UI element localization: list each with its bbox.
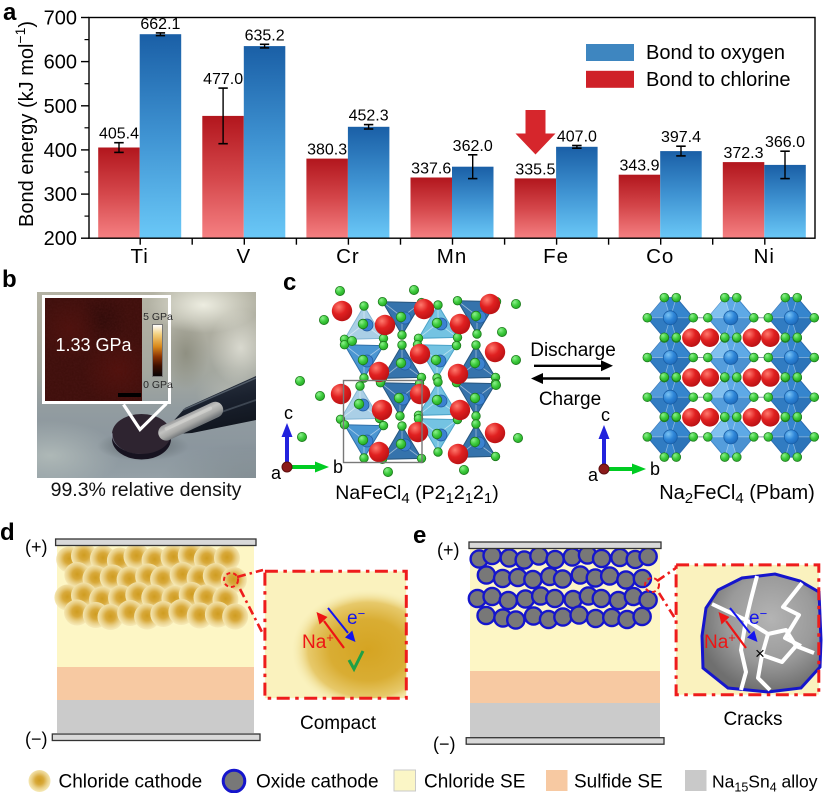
svg-text:477.0: 477.0 bbox=[203, 71, 243, 88]
svg-text:Cr: Cr bbox=[336, 245, 360, 268]
svg-text:Na2FeCl4 (Pbam): Na2FeCl4 (Pbam) bbox=[659, 482, 815, 507]
svg-text:600: 600 bbox=[44, 52, 77, 74]
svg-text:Cracks: Cracks bbox=[723, 709, 782, 730]
svg-text:a: a bbox=[271, 463, 282, 483]
svg-text:Ni: Ni bbox=[754, 245, 775, 268]
svg-text:NaFeCl4 (P212121): NaFeCl4 (P212121) bbox=[335, 482, 498, 507]
svg-text:Mn: Mn bbox=[437, 245, 467, 268]
svg-text:366.0: 366.0 bbox=[765, 134, 805, 151]
svg-text:500: 500 bbox=[44, 96, 77, 118]
svg-text:Sulfide SE: Sulfide SE bbox=[574, 772, 663, 793]
svg-text:d: d bbox=[0, 520, 15, 546]
svg-text:Chloride cathode: Chloride cathode bbox=[59, 772, 203, 793]
svg-text:300: 300 bbox=[44, 184, 77, 206]
svg-text:200: 200 bbox=[44, 228, 77, 250]
svg-text:380.3: 380.3 bbox=[307, 142, 347, 159]
svg-text:362.0: 362.0 bbox=[453, 138, 493, 155]
svg-text:335.5: 335.5 bbox=[515, 161, 555, 178]
svg-text:Discharge: Discharge bbox=[530, 340, 616, 361]
svg-text:(+): (+) bbox=[25, 537, 48, 557]
svg-text:372.3: 372.3 bbox=[723, 145, 763, 162]
svg-text:Bond energy (kJ mol−1): Bond energy (kJ mol−1) bbox=[12, 21, 38, 227]
svg-text:(−): (−) bbox=[25, 729, 48, 749]
svg-text:Charge: Charge bbox=[539, 389, 601, 410]
svg-text:e: e bbox=[413, 522, 426, 549]
svg-text:662.1: 662.1 bbox=[140, 16, 180, 33]
svg-text:452.3: 452.3 bbox=[349, 108, 389, 125]
svg-text:343.9: 343.9 bbox=[619, 158, 659, 175]
svg-text:Fe: Fe bbox=[543, 245, 569, 268]
svg-text:337.6: 337.6 bbox=[411, 161, 451, 178]
svg-text:Na+: Na+ bbox=[704, 630, 736, 653]
svg-text:400: 400 bbox=[44, 140, 77, 162]
svg-text:Bond to chlorine: Bond to chlorine bbox=[646, 69, 791, 91]
svg-text:V: V bbox=[236, 245, 251, 268]
svg-text:b: b bbox=[650, 459, 660, 479]
svg-text:Co: Co bbox=[646, 245, 674, 268]
svg-text:Oxide cathode: Oxide cathode bbox=[256, 772, 379, 793]
svg-text:c: c bbox=[283, 269, 296, 296]
svg-text:635.2: 635.2 bbox=[245, 27, 285, 44]
svg-text:Bond to oxygen: Bond to oxygen bbox=[646, 42, 785, 64]
svg-text:Ti: Ti bbox=[131, 245, 149, 268]
svg-text:407.0: 407.0 bbox=[557, 129, 597, 146]
svg-text:(−): (−) bbox=[433, 734, 456, 754]
svg-text:c: c bbox=[601, 405, 610, 425]
svg-text:c: c bbox=[284, 403, 293, 423]
svg-text:Na+: Na+ bbox=[302, 630, 334, 653]
svg-text:405.4: 405.4 bbox=[99, 126, 139, 143]
svg-text:a: a bbox=[3, 0, 17, 26]
svg-text:Compact: Compact bbox=[300, 713, 377, 734]
svg-text:(+): (+) bbox=[437, 540, 460, 560]
svg-text:700: 700 bbox=[44, 8, 77, 30]
svg-text:Na15Sn4 alloy: Na15Sn4 alloy bbox=[712, 772, 818, 793]
svg-text:397.4: 397.4 bbox=[661, 129, 701, 146]
svg-text:b: b bbox=[333, 457, 343, 477]
svg-text:a: a bbox=[588, 465, 599, 485]
svg-text:×: × bbox=[755, 644, 765, 663]
svg-text:Chloride SE: Chloride SE bbox=[424, 772, 525, 793]
